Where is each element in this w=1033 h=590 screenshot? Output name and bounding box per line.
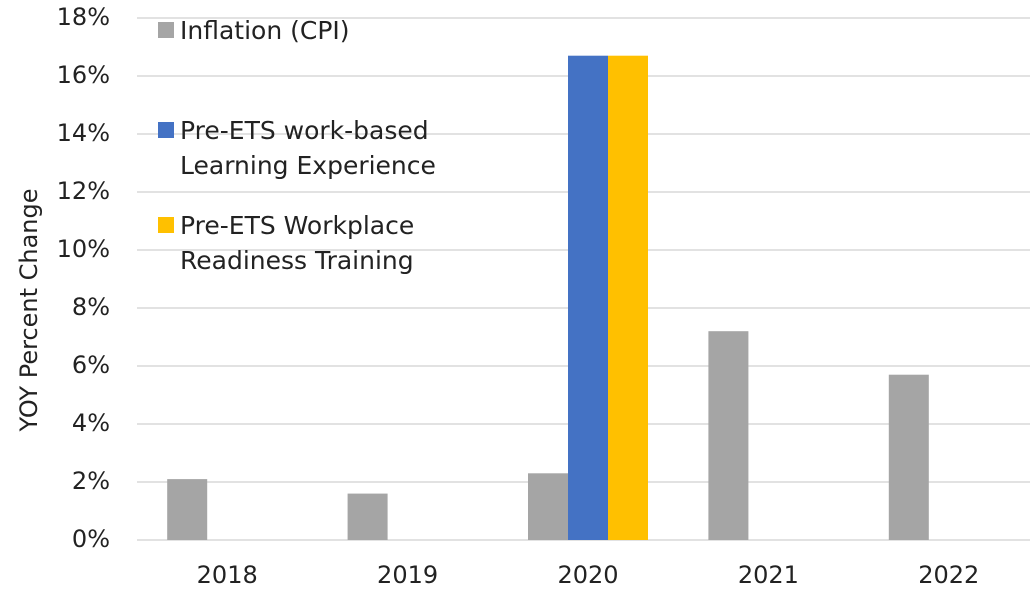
y-tick-label: 0%: [72, 525, 110, 553]
legend-swatch: [158, 217, 174, 233]
y-axis-label: YOY Percent Change: [15, 188, 43, 432]
legend-entry: Pre-ETS Workplace Readiness Training: [158, 208, 458, 278]
bar: [528, 473, 568, 540]
legend-label: Pre-ETS Workplace Readiness Training: [180, 211, 415, 275]
y-tick-label: 4%: [72, 409, 110, 437]
x-tick-label: 2021: [738, 561, 799, 589]
legend-entry: Inflation (CPI): [158, 13, 458, 48]
bar: [608, 55, 648, 540]
legend-swatch: [158, 22, 174, 38]
legend-label: Inflation (CPI): [180, 16, 350, 45]
legend-label: Pre-ETS work-based Learning Experience: [180, 116, 436, 180]
y-tick-label: 8%: [72, 293, 110, 321]
y-tick-label: 6%: [72, 351, 110, 379]
legend-entry: Pre-ETS work-based Learning Experience: [158, 113, 458, 183]
x-tick-label: 2020: [557, 561, 618, 589]
legend-swatch: [158, 122, 174, 138]
y-tick-label: 10%: [57, 235, 110, 263]
y-tick-label: 16%: [57, 61, 110, 89]
x-tick-label: 2018: [197, 561, 258, 589]
y-tick-label: 14%: [57, 119, 110, 147]
x-tick-label: 2022: [918, 561, 979, 589]
bar: [888, 374, 929, 540]
y-tick-label: 18%: [57, 3, 110, 31]
y-tick-label: 2%: [72, 467, 110, 495]
bar: [568, 55, 608, 540]
x-tick-label: 2019: [377, 561, 438, 589]
bar: [708, 331, 749, 540]
y-tick-label: 12%: [57, 177, 110, 205]
bar: [167, 479, 208, 540]
bar: [347, 493, 388, 540]
